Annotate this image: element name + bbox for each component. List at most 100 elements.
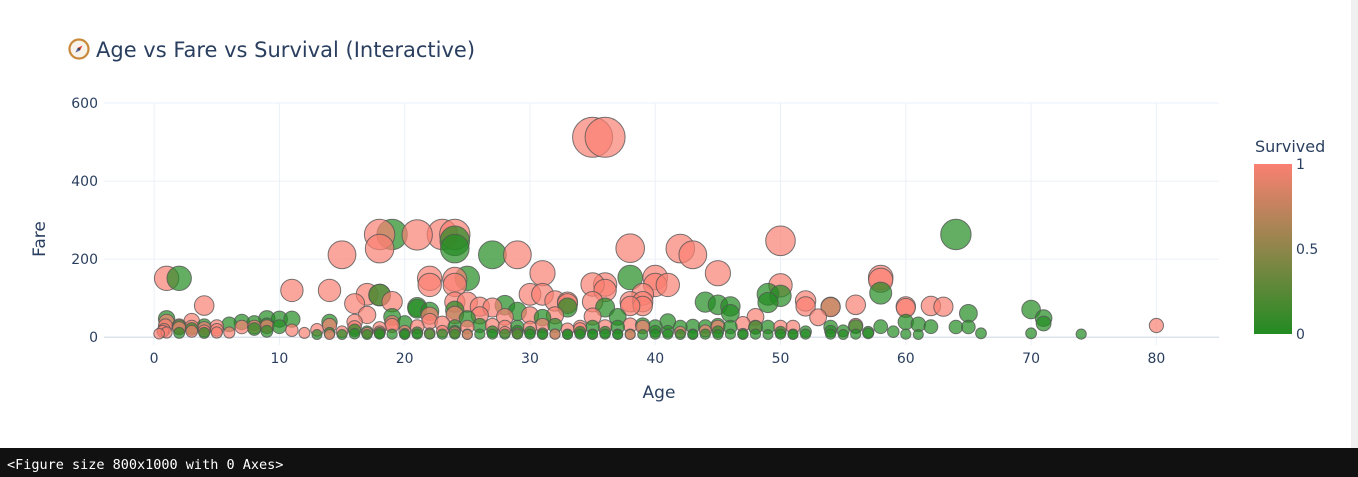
scatter-point[interactable]: [210, 326, 223, 339]
scatter-point[interactable]: [223, 326, 236, 339]
scatter-point[interactable]: [234, 319, 250, 335]
scatter-point[interactable]: [787, 329, 799, 340]
scatter-point[interactable]: [975, 327, 987, 340]
scatter-point[interactable]: [774, 328, 787, 340]
scatter-point[interactable]: [662, 328, 674, 340]
scatter-point[interactable]: [762, 329, 774, 340]
scatter-point[interactable]: [587, 329, 599, 340]
scatter-point[interactable]: [166, 265, 192, 291]
scatter-point[interactable]: [1075, 328, 1087, 340]
scatter-point[interactable]: [704, 260, 732, 287]
scatter-point[interactable]: [193, 295, 215, 316]
scatter-point[interactable]: [449, 328, 461, 340]
scatter-point[interactable]: [1025, 327, 1037, 340]
marker-layer[interactable]: [153, 116, 1165, 340]
scatter-point[interactable]: [749, 328, 762, 340]
scatter-point[interactable]: [247, 322, 262, 336]
scatter-point[interactable]: [825, 328, 837, 340]
scatter-point[interactable]: [386, 328, 398, 340]
scatter-point[interactable]: [1035, 315, 1052, 332]
scatter-point[interactable]: [260, 324, 274, 338]
scatter-point[interactable]: [537, 329, 548, 340]
scatter-point[interactable]: [411, 328, 423, 340]
scatter-point[interactable]: [712, 329, 724, 340]
page-scrollbar[interactable]: [1351, 0, 1358, 448]
scatter-point[interactable]: [399, 329, 411, 340]
scatter-point[interactable]: [862, 327, 875, 340]
scatter-point[interactable]: [737, 329, 749, 340]
scatter-point[interactable]: [800, 328, 812, 340]
scatter-point[interactable]: [280, 278, 304, 303]
scatter-point[interactable]: [837, 329, 849, 340]
scatter-point[interactable]: [757, 291, 779, 314]
scatter-point[interactable]: [327, 240, 357, 270]
scatter-point[interactable]: [699, 328, 711, 340]
scatter-point[interactable]: [584, 116, 626, 158]
scatter-point[interactable]: [562, 329, 573, 340]
scatter-point[interactable]: [344, 293, 366, 315]
scatter-point[interactable]: [185, 324, 199, 338]
scatter-point[interactable]: [869, 281, 893, 305]
scatter-point[interactable]: [845, 294, 867, 316]
scatter-point[interactable]: [317, 278, 342, 303]
scatter-point[interactable]: [961, 319, 976, 335]
scatter-point[interactable]: [574, 328, 586, 340]
scatter-point[interactable]: [417, 272, 442, 298]
scatter-point[interactable]: [624, 329, 636, 340]
scatter-point[interactable]: [923, 319, 939, 335]
scatter-point[interactable]: [499, 328, 511, 340]
scatter-point[interactable]: [511, 328, 524, 340]
scatter-point[interactable]: [887, 325, 900, 339]
scatter-point[interactable]: [850, 328, 862, 340]
scatter-point[interactable]: [478, 240, 507, 270]
scatter-point[interactable]: [912, 329, 924, 340]
scatter-point[interactable]: [959, 304, 978, 323]
scatter-point[interactable]: [348, 327, 361, 340]
scatter-point[interactable]: [324, 329, 335, 340]
scatter-point[interactable]: [687, 329, 699, 340]
scatter-point[interactable]: [529, 260, 556, 287]
scatter-point[interactable]: [655, 272, 680, 298]
scatter-point[interactable]: [795, 296, 816, 317]
scatter-point[interactable]: [198, 326, 211, 339]
scatter-point[interactable]: [765, 225, 796, 257]
scatter-point[interactable]: [361, 329, 373, 340]
scatter-point[interactable]: [900, 328, 912, 340]
scatter-point[interactable]: [637, 329, 649, 340]
scatter-point[interactable]: [820, 297, 841, 318]
scatter-point[interactable]: [440, 233, 470, 264]
scatter-point[interactable]: [374, 328, 386, 340]
scatter-point[interactable]: [486, 328, 498, 340]
scatter-point[interactable]: [1148, 317, 1165, 334]
scatter-point[interactable]: [599, 328, 611, 340]
scatter-point[interactable]: [809, 308, 827, 327]
scatter-point[interactable]: [649, 328, 661, 340]
scatter-point[interactable]: [678, 240, 708, 270]
scatter-point[interactable]: [674, 329, 686, 340]
scatter-point[interactable]: [615, 233, 646, 263]
scatter-point[interactable]: [272, 319, 287, 335]
scatter-point[interactable]: [461, 329, 473, 340]
scatter-point[interactable]: [933, 296, 954, 317]
scatter-point[interactable]: [364, 233, 395, 264]
scatter-point[interactable]: [940, 218, 972, 251]
scatter-point[interactable]: [612, 329, 624, 340]
scatter-point[interactable]: [336, 329, 348, 340]
scatter-point[interactable]: [424, 328, 436, 340]
scatter-point[interactable]: [549, 328, 561, 340]
scatter-point[interactable]: [724, 328, 737, 340]
scatter-point[interactable]: [474, 328, 486, 340]
scatter-point[interactable]: [620, 295, 641, 317]
scatter-point[interactable]: [173, 326, 186, 339]
scatter-point[interactable]: [298, 326, 311, 339]
scatter-point[interactable]: [503, 240, 532, 270]
scatter-point[interactable]: [285, 323, 299, 337]
scatter-point[interactable]: [948, 319, 964, 335]
scatter-point[interactable]: [311, 329, 323, 340]
scatter-point[interactable]: [436, 328, 448, 340]
scatter-point[interactable]: [873, 319, 889, 335]
scatter-point[interactable]: [153, 327, 165, 340]
scatter-point[interactable]: [524, 328, 536, 340]
scatter-point[interactable]: [401, 219, 433, 251]
